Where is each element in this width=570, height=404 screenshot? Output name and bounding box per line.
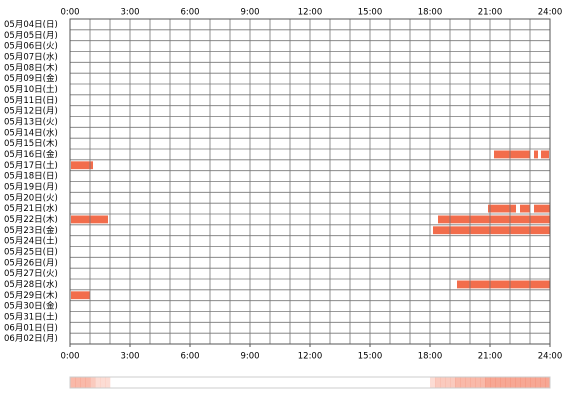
row-label: 05月13日(火) [4,117,58,127]
density-cell [455,377,461,388]
x-tick-label-top: 12:00 [298,8,323,18]
density-cell [530,377,536,388]
row-label: 05月08日(木) [4,62,58,73]
density-cell [85,377,91,388]
density-cell [100,377,106,388]
density-cell [75,377,81,388]
x-tick-label-top: 15:00 [358,8,383,18]
density-cell [445,377,451,388]
row-label: 06月01日(日) [4,323,58,333]
x-tick-label-bottom: 12:00 [298,352,323,362]
density-cell [495,377,501,388]
density-cell [525,377,531,388]
activity-span [433,226,550,235]
row-label: 05月28日(水) [4,279,58,290]
row-label: 05月11日(日) [4,96,58,106]
density-cell [505,377,511,388]
activity-span [494,150,530,159]
activity-span [520,204,530,213]
density-cell [70,377,76,388]
x-tick-label-bottom: 15:00 [358,352,383,362]
density-cell [460,377,466,388]
density-cell [535,377,541,388]
density-cell [510,377,516,388]
row-label: 05月10日(土) [4,84,58,95]
activity-span [534,204,550,213]
row-label: 05月14日(水) [4,127,58,138]
density-cell [440,377,446,388]
activity-span [488,204,516,213]
density-cell [470,377,476,388]
density-cell [435,377,441,388]
row-label: 05月05日(月) [4,31,58,41]
activity-span [457,280,550,289]
x-tick-label-top: 18:00 [418,8,443,18]
row-label: 05月12日(月) [4,107,58,117]
density-strip [69,376,551,389]
density-cell [500,377,506,388]
activity-span [71,291,90,300]
density-cell [465,377,471,388]
row-label: 05月15日(木) [4,138,58,149]
density-cell [90,377,96,388]
density-cell [105,377,111,388]
x-tick-label-bottom: 9:00 [240,352,259,362]
row-label: 05月23日(金) [4,225,58,236]
density-cell [80,377,86,388]
x-tick-label-top: 6:00 [180,8,199,18]
x-tick-label-bottom: 6:00 [180,352,199,362]
density-cell [95,377,101,388]
row-label: 05月27日(火) [4,269,58,279]
density-cell [520,377,526,388]
activity-span [541,150,549,159]
x-tick-label-bottom: 21:00 [478,352,503,362]
activity-span [71,215,108,224]
row-label: 06月02日(月) [4,334,58,344]
x-tick-label-top: 0:00 [60,8,79,18]
density-cell [545,377,551,388]
x-tick-label-top: 3:00 [120,8,139,18]
row-label: 05月31日(土) [4,311,58,322]
row-label: 05月29日(木) [4,290,58,301]
row-label: 05月06日(火) [4,42,58,52]
activity-span [71,161,93,170]
density-cell [540,377,546,388]
row-label: 05月25日(日) [4,247,58,257]
row-label: 05月22日(木) [4,214,58,225]
x-tick-label-bottom: 18:00 [418,352,443,362]
x-tick-label-bottom: 3:00 [120,352,139,362]
density-cell [475,377,481,388]
row-label: 05月21日(水) [4,203,58,214]
activity-span [438,215,550,224]
row-label: 05月18日(日) [4,172,58,182]
density-cell [450,377,456,388]
row-label: 05月16日(金) [4,149,58,160]
row-label: 05月07日(水) [4,51,58,62]
density-cell [430,377,436,388]
row-label: 05月30日(金) [4,301,58,312]
activity-span [534,150,538,159]
row-label: 05月09日(金) [4,73,58,84]
row-label: 05月26日(月) [4,258,58,268]
x-tick-label-top: 21:00 [478,8,503,18]
x-tick-label-bottom: 0:00 [60,352,79,362]
density-cell [490,377,496,388]
x-tick-label-top: 9:00 [240,8,259,18]
x-tick-label-top: 24:00 [538,8,563,18]
density-cell [515,377,521,388]
density-cell [480,377,486,388]
density-cell [485,377,491,388]
row-label: 05月24日(土) [4,236,58,247]
x-tick-label-bottom: 24:00 [538,352,563,362]
row-label: 05月17日(土) [4,160,58,171]
row-label: 05月19日(月) [4,182,58,192]
row-label: 05月04日(日) [4,20,58,30]
row-label: 05月20日(火) [4,193,58,203]
